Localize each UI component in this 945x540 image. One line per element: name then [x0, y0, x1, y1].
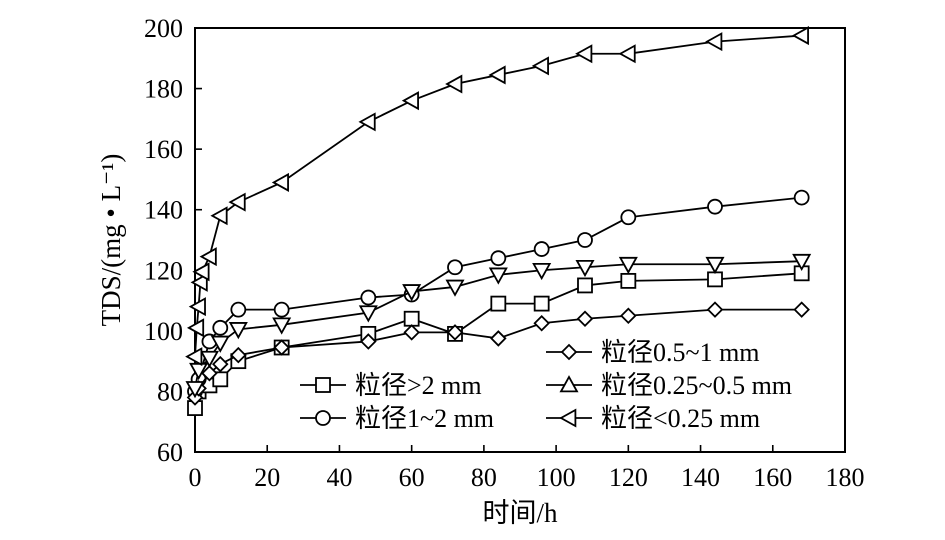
legend-marker: [560, 343, 578, 361]
legend-marker: [315, 377, 331, 393]
data-point-3: [358, 305, 378, 323]
data-point-4: [445, 74, 463, 94]
data-point-3: [532, 262, 552, 281]
x-tick-label: 60: [399, 463, 425, 492]
legend-marker: [559, 408, 577, 428]
data-point-1: [533, 241, 550, 257]
x-tick-label: 0: [189, 463, 202, 492]
data-point-2: [201, 364, 218, 382]
data-point-4: [531, 56, 549, 76]
data-point-2: [212, 355, 229, 373]
data-point-4: [199, 247, 217, 267]
legend-label: 粒径0.5~1 mm: [601, 338, 760, 367]
data-point-3: [575, 259, 595, 278]
legend-marker: [315, 410, 331, 426]
data-point-2: [360, 333, 377, 350]
data-point-1: [620, 209, 637, 226]
data-point-3: [445, 279, 465, 297]
data-point-0: [403, 310, 420, 327]
data-point-3: [185, 381, 205, 399]
x-tick-label: 100: [537, 463, 576, 492]
data-point-0: [577, 277, 593, 294]
data-point-3: [210, 335, 230, 353]
legend-label: 粒径0.25~0.5 mm: [601, 371, 792, 400]
data-point-1: [793, 189, 810, 206]
data-point-3: [402, 284, 422, 302]
y-tick-label: 160: [144, 135, 183, 164]
legend-marker: [559, 375, 579, 393]
data-point-3: [488, 267, 508, 285]
y-axis-label: TDS/(mg • L⁻¹): [96, 154, 126, 327]
x-axis-label: 时间/h: [482, 498, 558, 528]
y-tick-label: 60: [157, 438, 183, 467]
plot-frame: [194, 27, 846, 453]
data-point-2: [403, 324, 420, 341]
data-point-0: [533, 295, 550, 312]
x-tick-label: 40: [326, 463, 352, 492]
data-point-3: [272, 317, 292, 335]
data-point-2: [706, 301, 724, 318]
data-point-4: [190, 272, 208, 292]
x-tick-label: 120: [609, 463, 648, 492]
data-point-4: [488, 65, 506, 85]
data-point-0: [490, 295, 507, 312]
y-tick-label: 180: [144, 75, 183, 104]
data-point-2: [490, 330, 507, 347]
legend-label: 粒径<0.25 mm: [601, 404, 760, 433]
x-tick-label: 140: [681, 463, 720, 492]
data-point-2: [620, 307, 637, 324]
data-point-0: [707, 271, 723, 288]
data-point-1: [707, 198, 723, 215]
y-tick-label: 140: [144, 196, 183, 225]
data-point-4: [188, 297, 206, 317]
data-point-1: [490, 250, 507, 267]
data-point-3: [228, 322, 248, 340]
data-point-2: [533, 315, 550, 332]
data-point-1: [273, 301, 290, 318]
x-tick-label: 80: [471, 463, 497, 492]
data-point-3: [705, 256, 725, 275]
data-point-2: [446, 324, 464, 341]
data-point-1: [577, 232, 593, 248]
x-tick-label: 160: [753, 463, 792, 492]
data-point-4: [358, 112, 376, 132]
data-point-0: [620, 272, 637, 289]
legend-label: 粒径>2 mm: [355, 371, 482, 400]
legend-label: 粒径1~2 mm: [355, 404, 494, 433]
data-point-3: [199, 350, 219, 368]
data-point-1: [360, 289, 377, 306]
data-point-4: [192, 262, 210, 282]
data-point-4: [185, 347, 203, 367]
data-point-1: [230, 301, 247, 318]
y-tick-label: 100: [144, 317, 183, 346]
data-point-3: [792, 253, 812, 272]
data-point-1: [447, 259, 463, 276]
data-point-4: [186, 318, 205, 338]
data-point-2: [230, 346, 247, 364]
data-point-2: [576, 310, 594, 328]
data-point-4: [228, 192, 246, 212]
data-point-4: [791, 26, 809, 46]
data-point-4: [210, 206, 228, 226]
x-tick-label: 180: [826, 463, 865, 492]
data-point-1: [212, 319, 229, 336]
y-tick-label: 120: [144, 256, 183, 285]
data-point-2: [793, 301, 810, 318]
data-point-4: [401, 91, 419, 111]
data-point-4: [618, 44, 636, 64]
data-point-2: [273, 339, 290, 356]
x-tick-label: 20: [254, 463, 280, 492]
y-tick-label: 80: [157, 377, 183, 406]
data-point-4: [575, 44, 593, 64]
data-point-4: [271, 172, 289, 192]
y-tick-label: 200: [144, 14, 183, 43]
data-point-3: [618, 256, 638, 275]
data-point-4: [705, 32, 723, 52]
